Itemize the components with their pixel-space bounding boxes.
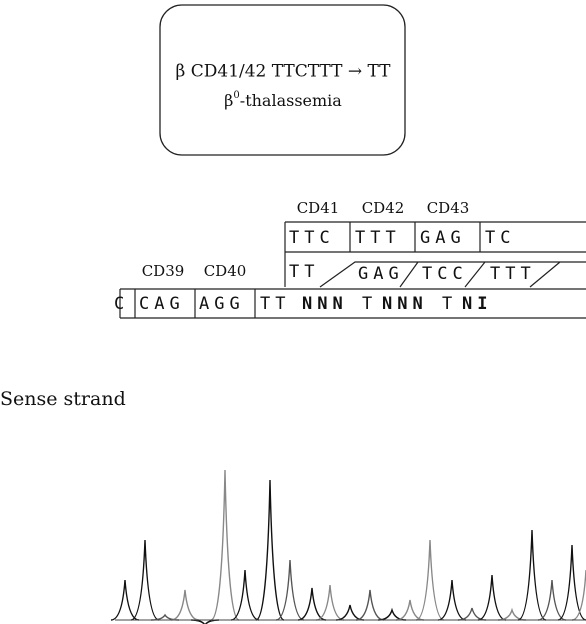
trace-peak [131, 540, 159, 620]
codon-label: CD43 [427, 199, 470, 217]
codon-label: CD41 [297, 199, 340, 217]
trace-peak [336, 605, 364, 620]
chromatogram [111, 470, 586, 624]
codon: GAG [358, 264, 404, 284]
strand-label: Sense strand [0, 388, 126, 410]
trace-peak [256, 480, 284, 620]
trace-peak [316, 585, 344, 620]
thalassemia: -thalassemia [240, 91, 343, 110]
trace-peak [171, 590, 199, 620]
base: T [362, 294, 377, 314]
base: C [114, 294, 129, 314]
codon-label: CD42 [362, 199, 405, 217]
trace-peak [558, 545, 586, 620]
codon: TC [485, 228, 515, 248]
codon: TTT [355, 228, 401, 248]
codon-label: CD39 [142, 262, 185, 280]
trace-peak [416, 540, 444, 620]
codon: TTT [490, 264, 536, 284]
trace-peak [518, 530, 546, 620]
trace-peak [211, 470, 239, 620]
trace-peak [111, 580, 139, 620]
codon: GAG [420, 228, 466, 248]
trace-peak [356, 590, 384, 620]
beta: β [224, 91, 233, 110]
codon: NNN [302, 294, 348, 314]
codon-label: CD40 [204, 262, 247, 280]
trace-peak [276, 560, 304, 620]
codon: TCC [422, 264, 468, 284]
codon: NI [462, 294, 492, 314]
trace-peak [478, 575, 506, 620]
base: T [442, 294, 457, 314]
codon: CAG [139, 294, 185, 314]
mutation-type: β0-thalassemia [224, 90, 342, 110]
trace-peak [298, 588, 326, 620]
trace-peak [231, 570, 259, 620]
codon: NNN [382, 294, 428, 314]
trace-peak [538, 580, 566, 620]
mutation-title: β CD41/42 TTCTTT → TT [176, 62, 392, 82]
codon: TT [260, 294, 290, 314]
codon: TT [289, 262, 319, 282]
codon: TTC [289, 228, 335, 248]
figure: β CD41/42 TTCTTT → TT β0-thalassemia CD4… [0, 0, 586, 624]
codon: AGG [199, 294, 245, 314]
trace-peak [438, 580, 466, 620]
trace-peak [191, 620, 219, 624]
